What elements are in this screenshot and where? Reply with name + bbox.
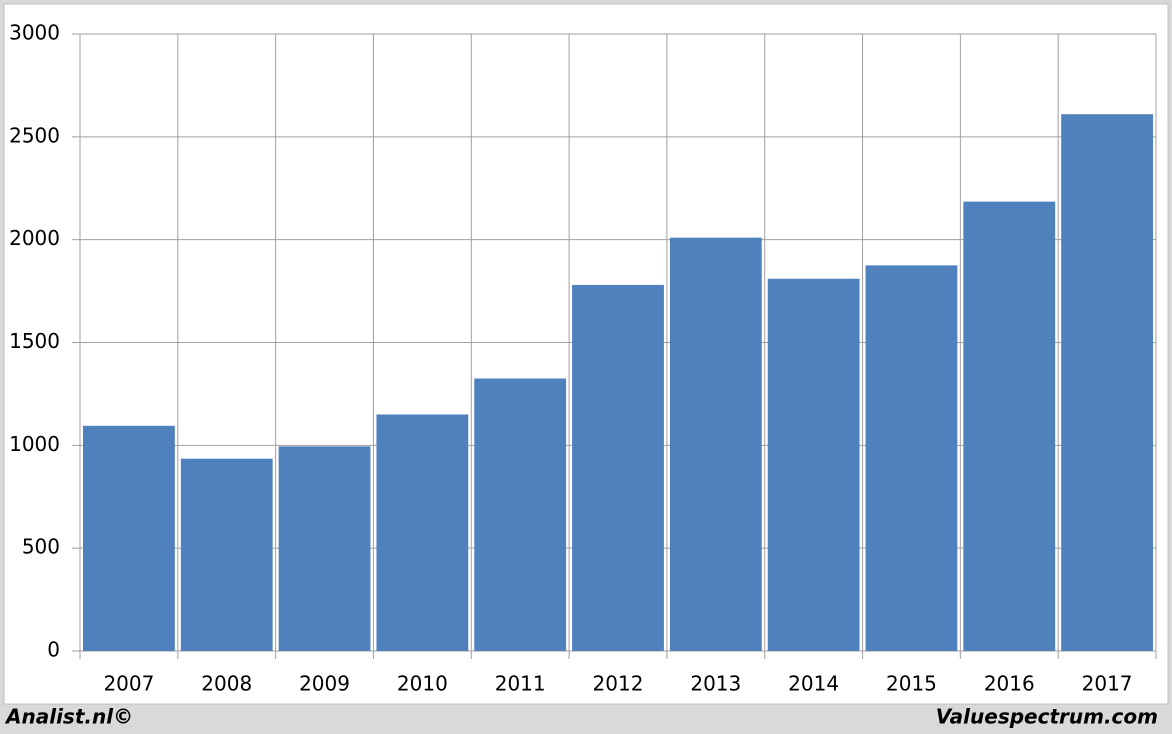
bar bbox=[669, 237, 762, 652]
bar bbox=[767, 278, 860, 651]
x-tick-label: 2013 bbox=[690, 672, 741, 696]
bar bbox=[83, 425, 175, 651]
y-tick-label: 2000 bbox=[9, 226, 60, 250]
x-tick-label: 2011 bbox=[495, 672, 546, 696]
y-tick-label: 500 bbox=[22, 535, 60, 559]
bar bbox=[474, 378, 567, 651]
y-tick-label: 1500 bbox=[9, 329, 60, 353]
y-tick-label: 0 bbox=[47, 638, 60, 662]
y-tick-label: 1000 bbox=[9, 432, 60, 456]
x-tick-label: 2014 bbox=[788, 672, 839, 696]
y-tick-label: 3000 bbox=[9, 21, 60, 45]
x-tick-label: 2010 bbox=[397, 672, 448, 696]
bar bbox=[180, 458, 273, 651]
footer-right: Valuespectrum.com bbox=[936, 705, 1158, 729]
bar bbox=[278, 446, 371, 651]
bar bbox=[376, 414, 469, 651]
footer-left: Analist.nl© bbox=[4, 705, 133, 729]
x-tick-label: 2016 bbox=[984, 672, 1035, 696]
x-tick-label: 2007 bbox=[103, 672, 154, 696]
y-tick-label: 2500 bbox=[9, 123, 60, 147]
bar bbox=[865, 265, 958, 651]
x-tick-label: 2015 bbox=[886, 672, 937, 696]
bar bbox=[963, 201, 1056, 651]
bar bbox=[572, 284, 664, 651]
x-tick-label: 2008 bbox=[201, 672, 252, 696]
x-tick-label: 2009 bbox=[299, 672, 350, 696]
bar bbox=[1061, 114, 1153, 651]
x-tick-label: 2012 bbox=[593, 672, 644, 696]
x-tick-label: 2017 bbox=[1082, 672, 1133, 696]
